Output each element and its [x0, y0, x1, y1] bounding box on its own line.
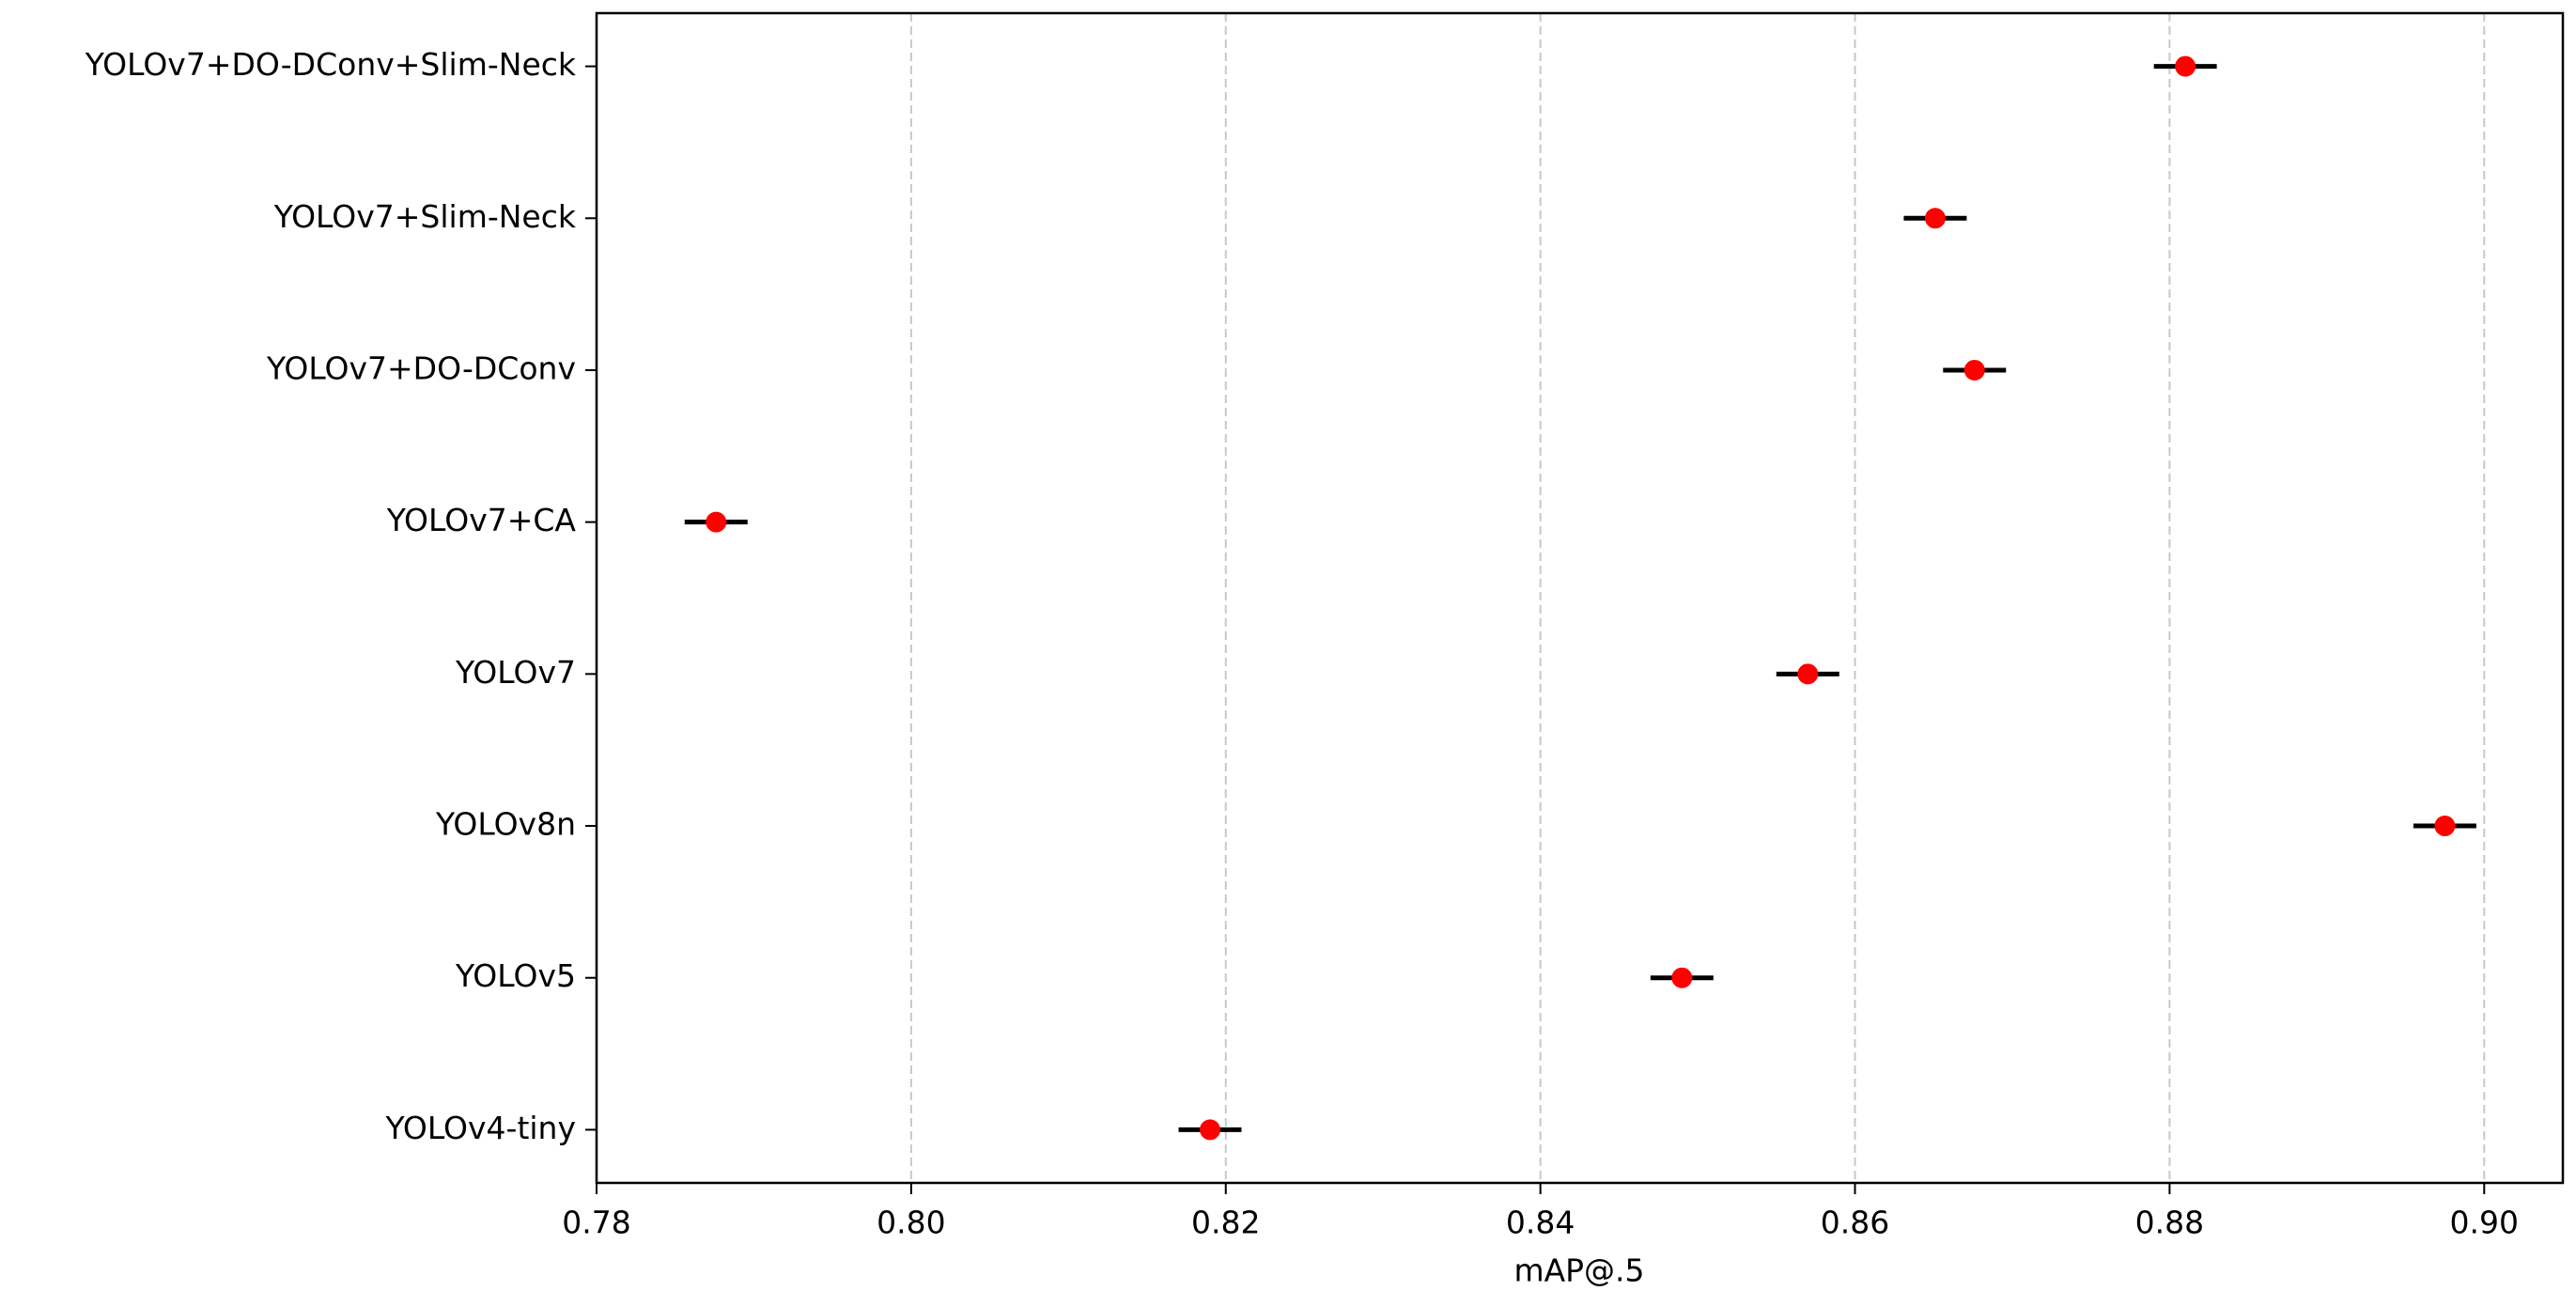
plot-frame [595, 11, 2565, 1185]
y-tick-label: YOLOv7+DO-DConv+Slim-Neck [85, 46, 577, 83]
y-tick-label: YOLOv7+DO-DConv [266, 350, 576, 386]
x-tick-label: 0.78 [562, 1205, 630, 1241]
x-tick-label: 0.82 [1191, 1205, 1260, 1241]
point [1200, 1119, 1221, 1141]
point [1671, 967, 1693, 988]
y-tick-label: YOLOv7+Slim-Neck [273, 198, 577, 235]
point [2434, 816, 2456, 837]
y-tick-label: YOLOv4-tiny [385, 1110, 577, 1146]
y-tick-label: YOLOv5 [455, 957, 576, 994]
y-tick-label: YOLOv7 [455, 654, 576, 691]
point [1963, 359, 1985, 381]
x-tick-label: 0.88 [2135, 1205, 2204, 1241]
x-tick-label: 0.80 [877, 1205, 945, 1241]
y-tick-label: YOLOv8n [435, 806, 576, 843]
point [1797, 663, 1819, 685]
x-axis-label: mAP@.5 [1513, 1252, 1644, 1289]
x-tick-label: 0.84 [1506, 1205, 1575, 1241]
point [706, 511, 727, 533]
x-tick-label: 0.90 [2450, 1205, 2519, 1241]
x-tick-label: 0.86 [1821, 1205, 1889, 1241]
point [1924, 208, 1946, 229]
y-tick-label: YOLOv7+CA [386, 502, 577, 538]
point [2175, 55, 2196, 77]
